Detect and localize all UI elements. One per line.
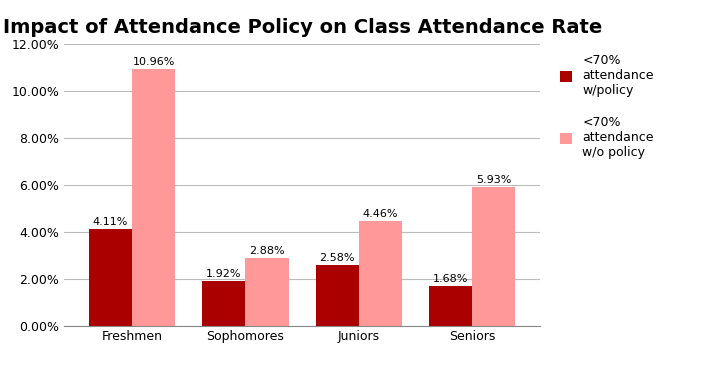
Bar [429, 286, 472, 326]
Bar [245, 258, 289, 326]
Bar [132, 69, 175, 326]
Bar [359, 221, 402, 326]
Text: 4.46%: 4.46% [363, 209, 398, 219]
Text: 2.58%: 2.58% [319, 253, 355, 263]
Text: 1.68%: 1.68% [433, 275, 469, 285]
Bar [203, 280, 245, 326]
Bar [89, 229, 132, 326]
Text: 1.92%: 1.92% [206, 269, 242, 279]
Bar [316, 265, 359, 326]
Text: 2.88%: 2.88% [249, 246, 285, 256]
Legend: <70%
attendance
w/policy, <70%
attendance
w/o policy: <70% attendance w/policy, <70% attendanc… [556, 51, 658, 163]
Title: Impact of Attendance Policy on Class Attendance Rate: Impact of Attendance Policy on Class Att… [3, 18, 602, 37]
Bar [472, 186, 515, 326]
Text: 4.11%: 4.11% [93, 218, 128, 228]
Text: 5.93%: 5.93% [476, 175, 511, 185]
Text: 10.96%: 10.96% [132, 57, 175, 67]
